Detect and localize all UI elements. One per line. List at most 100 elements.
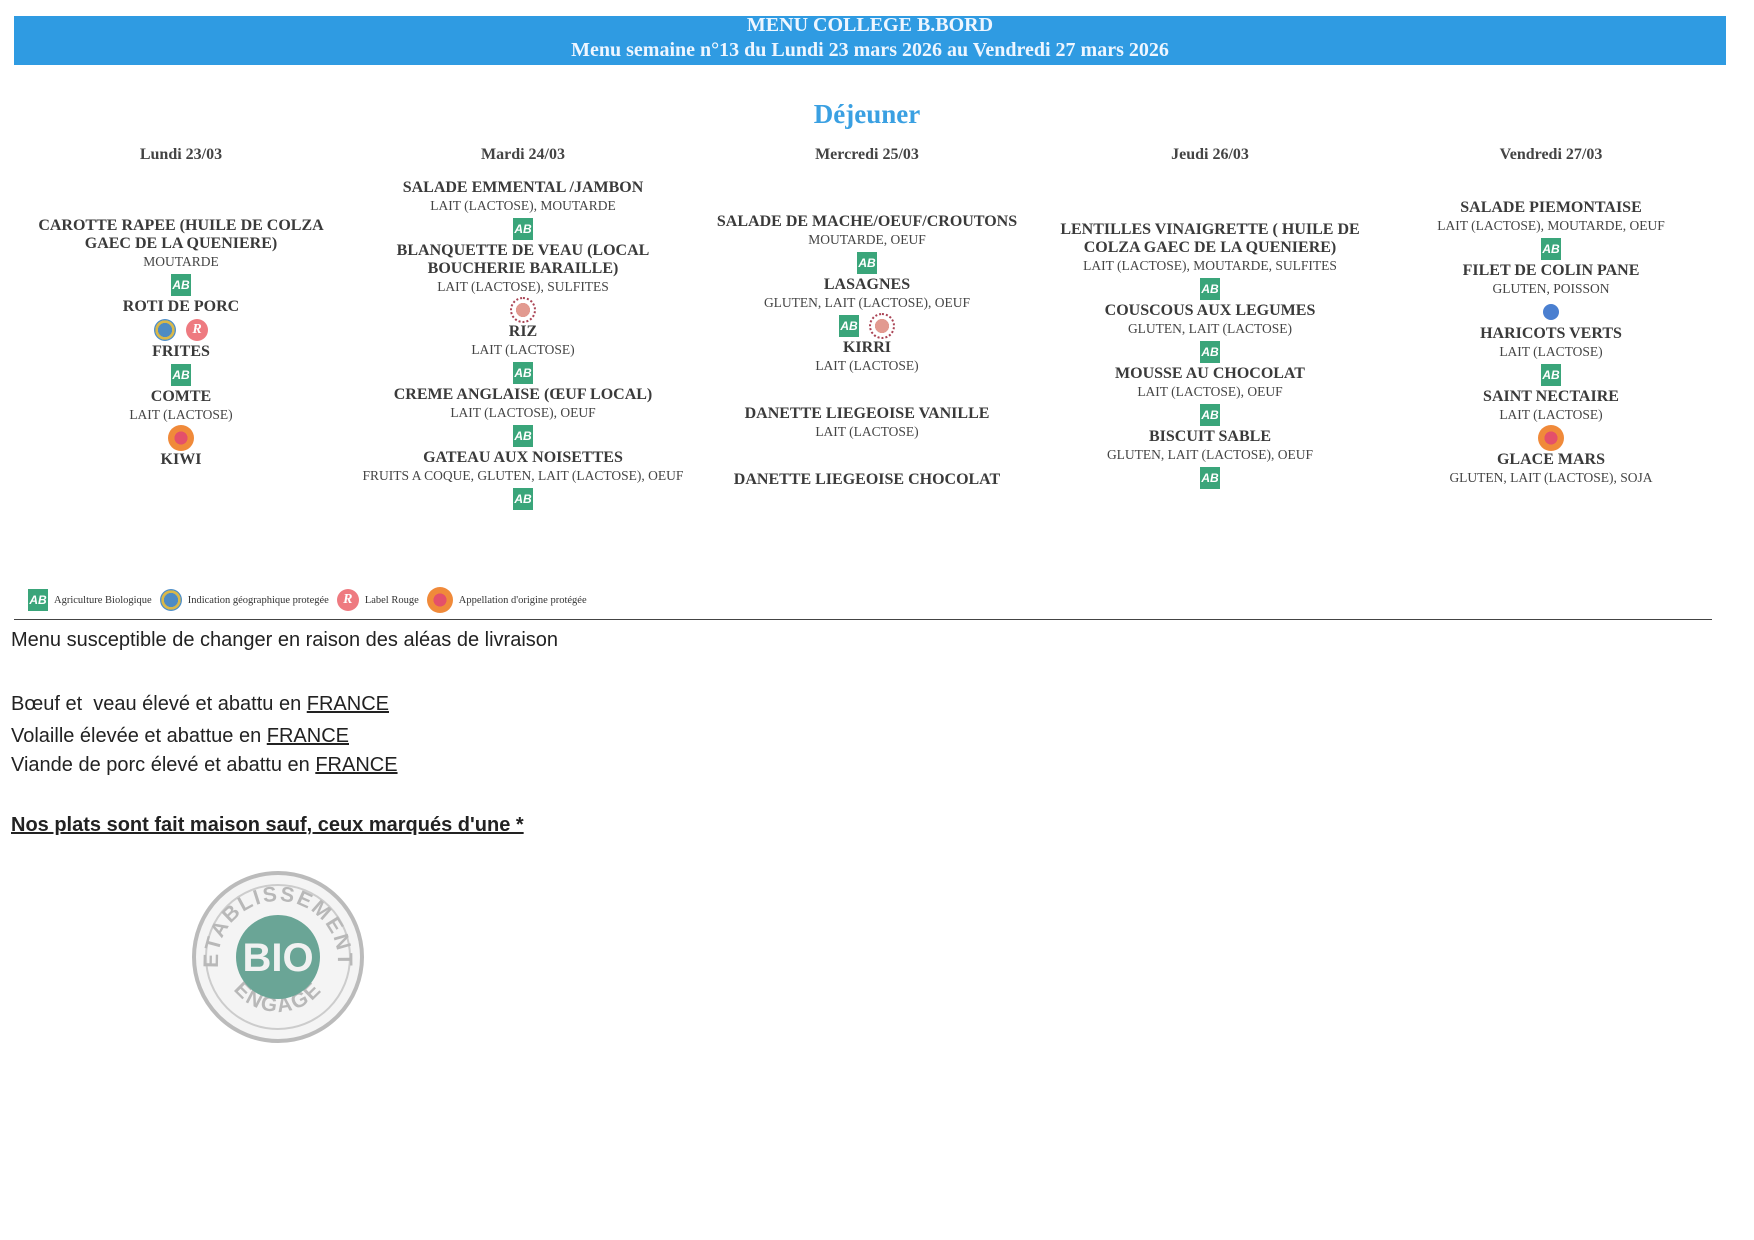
- allergen-list: LAIT (LACTOSE), MOUTARDE, OEUF: [1437, 218, 1665, 233]
- menu-item: KIWI: [31, 451, 331, 499]
- dish-name: LASAGNES: [823, 276, 911, 293]
- item-spacer: [697, 375, 1037, 405]
- dish-name: CAROTTE RAPEE (HUILE DE COLZA GAEC DE LA…: [38, 217, 324, 252]
- dish-name: GLACE MARS: [1496, 451, 1605, 468]
- menu-item: BISCUIT SABLE GLUTEN, LAIT (LACTOSE), OEU…: [1050, 428, 1370, 491]
- bio-stamp-icon: ETABLISSEMENT ENGAGE BIO: [192, 871, 364, 1043]
- quality-labels: [1381, 424, 1721, 451]
- dish-name: KIRRI: [842, 339, 891, 356]
- dish-name: CREME ANGLAISE (ŒUF LOCAL): [393, 386, 653, 403]
- allergen-list: FRUITS A COQUE, GLUTEN, LAIT (LACTOSE), …: [362, 468, 684, 483]
- menu-item: LASAGNES GLUTEN, LAIT (LACTOSE), OEUF AB: [697, 276, 1037, 339]
- allergen-list: LAIT (LACTOSE): [815, 358, 919, 373]
- msc-icon: [1543, 303, 1559, 320]
- igp-icon: [154, 318, 176, 341]
- quality-labels: AB: [1050, 464, 1370, 491]
- day-header-tuesday: Mardi 24/03: [481, 146, 565, 163]
- quality-labels: AB: [353, 215, 693, 242]
- dish-name: HARICOTS VERTS: [1480, 325, 1622, 342]
- allergen-list: LAIT (LACTOSE): [1499, 344, 1603, 359]
- allergen-list: LAIT (LACTOSE), MOUTARDE: [430, 198, 616, 213]
- allergen-list: MOUTARDE: [143, 254, 219, 269]
- meal-heading: Déjeuner: [813, 99, 921, 129]
- item-spacer: [697, 441, 1037, 471]
- dish-name: MOUSSE AU CHOCOLAT: [1115, 365, 1305, 382]
- beef-origin-note: Bœuf et veau élevé et abattu en FRANCE: [11, 693, 389, 716]
- dish-name: BLANQUETTE DE VEAU (LOCAL BOUCHERIE BARA…: [396, 242, 650, 277]
- day-column-wednesday: SALADE DE MACHE/OEUF/CROUTONS MOUTARDE, O…: [697, 213, 1037, 519]
- dish-name: FRITES: [152, 343, 210, 360]
- legend-label: Indication géographique protegée: [187, 594, 329, 606]
- day-header-wednesday: Mercredi 25/03: [815, 146, 919, 163]
- quality-labels: [353, 296, 693, 323]
- allergen-list: GLUTEN, LAIT (LACTOSE), OEUF: [763, 295, 971, 310]
- header-banner: MENU COLLEGE B.BORD Menu semaine n°13 du…: [14, 14, 1726, 65]
- allergen-list: GLUTEN, LAIT (LACTOSE): [1127, 321, 1293, 336]
- menu-item: BLANQUETTE DE VEAU (LOCAL BOUCHERIE BARA…: [353, 242, 693, 323]
- quality-labels: AB: [1381, 361, 1721, 388]
- ab-icon: AB: [1200, 403, 1220, 426]
- menu-title: MENU COLLEGE B.BORD: [746, 14, 994, 36]
- allergen-list: MOUTARDE, OEUF: [808, 232, 926, 247]
- day-header-thursday: Jeudi 26/03: [1171, 146, 1249, 163]
- label-legend: AB Agriculture Biologique Indication géogr…: [28, 587, 595, 613]
- menu-item: FRITES AB: [31, 343, 331, 388]
- dish-name: COMTE: [150, 388, 212, 405]
- menu-week-subtitle: Menu semaine n°13 du Lundi 23 mars 2026 …: [571, 39, 1169, 61]
- allergen-list: LAIT (LACTOSE): [129, 407, 233, 422]
- dish-name: LENTILLES VINAIGRETTE ( HUILE DE COLZA G…: [1060, 221, 1360, 256]
- menu-item: RIZ LAIT (LACTOSE) AB: [353, 323, 693, 386]
- menu-item: COMTE LAIT (LACTOSE): [31, 388, 331, 451]
- day-header-friday: Vendredi 27/03: [1499, 146, 1603, 163]
- menu-item: GLACE MARS GLUTEN, LAIT (LACTOSE), SOJA: [1381, 451, 1721, 517]
- beef-origin-country: FRANCE: [306, 693, 389, 715]
- menu-item: COUSCOUS AUX LEGUMES GLUTEN, LAIT (LACTOS…: [1050, 302, 1370, 365]
- menu-item: MOUSSE AU CHOCOLAT LAIT (LACTOSE), OEUF AB: [1050, 365, 1370, 428]
- ab-icon: AB: [513, 487, 533, 510]
- item-spacer: [1381, 487, 1721, 517]
- ab-icon: AB: [1200, 340, 1220, 363]
- poultry-origin-country: FRANCE: [266, 725, 349, 747]
- aop-icon: [168, 424, 194, 451]
- quality-labels: [1381, 298, 1721, 325]
- allergen-list: GLUTEN, LAIT (LACTOSE), SOJA: [1449, 470, 1653, 485]
- ab-icon: AB: [1541, 363, 1561, 386]
- legend-label: Appellation d'origine protégée: [458, 594, 587, 606]
- dish-name: RIZ: [508, 323, 538, 340]
- dish-name: SALADE PIEMONTAISE: [1460, 199, 1642, 216]
- quality-labels: AB: [697, 312, 1037, 339]
- origin-label-icon: [869, 312, 895, 339]
- aop-icon: [1538, 424, 1564, 451]
- allergen-list: LAIT (LACTOSE), SULFITES: [437, 279, 609, 294]
- allergen-list: GLUTEN, LAIT (LACTOSE), OEUF: [1106, 447, 1314, 462]
- dish-name: SALADE EMMENTAL /JAMBON: [402, 179, 644, 196]
- ab-icon: AB: [513, 424, 533, 447]
- menu-item: SALADE EMMENTAL /JAMBON LAIT (LACTOSE), M…: [353, 179, 693, 242]
- allergen-list: LAIT (LACTOSE), OEUF: [450, 405, 596, 420]
- dish-name: SAINT NECTAIRE: [1483, 388, 1619, 405]
- ab-icon: AB: [171, 363, 191, 386]
- quality-labels: AB: [1050, 401, 1370, 428]
- ab-icon: AB: [1200, 466, 1220, 489]
- ab-icon: AB: [1200, 277, 1220, 300]
- menu-item: DANETTE LIEGEOISE CHOCOLAT: [697, 471, 1037, 519]
- menu-item: CREME ANGLAISE (ŒUF LOCAL) LAIT (LACTOSE)…: [353, 386, 693, 449]
- allergen-list: LAIT (LACTOSE), MOUTARDE, SULFITES: [1083, 258, 1337, 273]
- dish-name: FILET DE COLIN PANE: [1462, 262, 1640, 279]
- quality-labels: AB: [353, 359, 693, 386]
- dish-name: ROTI DE PORC: [122, 298, 240, 315]
- ab-icon: AB: [857, 251, 877, 274]
- allergen-list: LAIT (LACTOSE): [471, 342, 575, 357]
- quality-labels: R: [31, 316, 331, 343]
- label-rouge-icon: R: [336, 589, 359, 611]
- menu-item: DANETTE LIEGEOISE VANILLE LAIT (LACTOSE): [697, 405, 1037, 471]
- poultry-origin-note: Volaille élevée et abattue en FRANCE: [11, 725, 349, 748]
- quality-labels: AB: [353, 485, 693, 512]
- menu-item: KIRRI LAIT (LACTOSE): [697, 339, 1037, 405]
- quality-labels: AB: [1050, 275, 1370, 302]
- pork-origin-country: FRANCE: [315, 754, 398, 776]
- menu-item: SALADE DE MACHE/OEUF/CROUTONS MOUTARDE, O…: [697, 213, 1037, 276]
- ab-icon: AB: [513, 217, 533, 240]
- dish-name: DANETTE LIEGEOISE CHOCOLAT: [733, 471, 1001, 488]
- quality-labels: AB: [31, 271, 331, 298]
